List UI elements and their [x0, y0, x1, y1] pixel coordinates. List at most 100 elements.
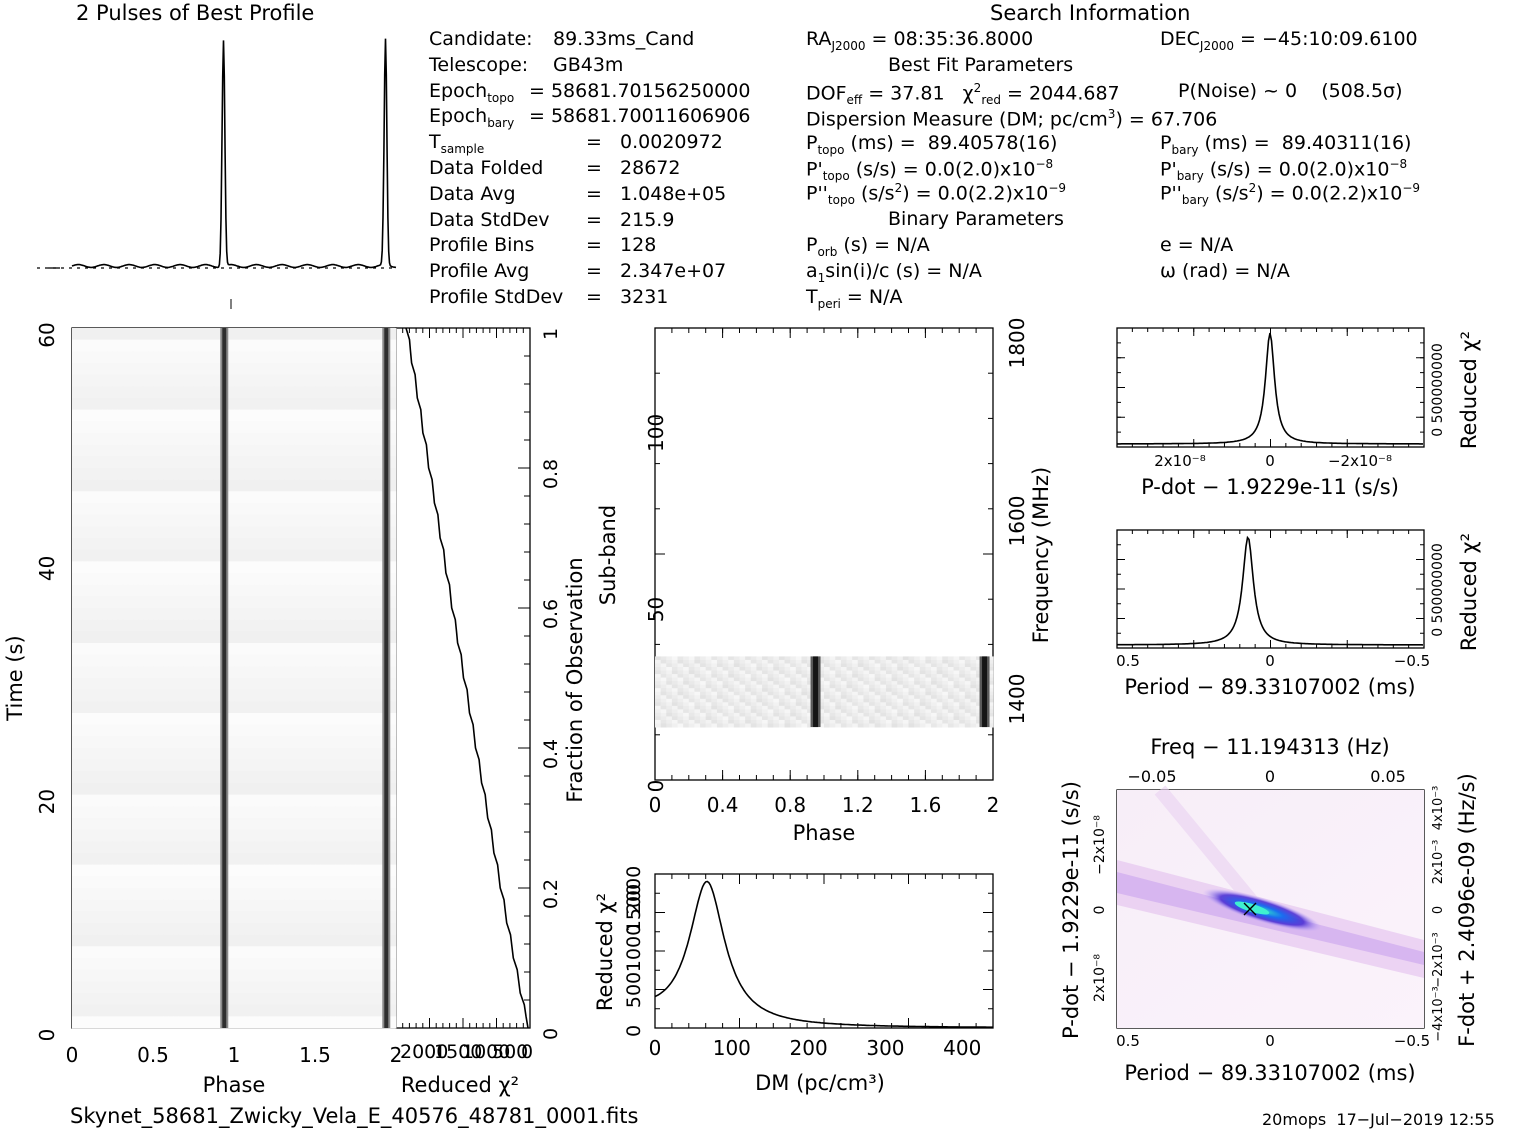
grain-cell — [198, 409, 205, 422]
profile-title: 2 Pulses of Best Profile — [76, 1, 315, 25]
grain-cell — [987, 674, 994, 679]
grain-cell — [188, 736, 194, 749]
grain-cell — [304, 864, 311, 877]
grain-cell — [315, 421, 321, 434]
grain-cell — [203, 351, 210, 364]
grain-cell — [309, 409, 316, 422]
grain-cell — [345, 351, 351, 364]
grain-cell — [239, 806, 245, 819]
grain-cell — [254, 339, 260, 352]
grain-cell — [158, 479, 164, 492]
grain-cell — [309, 608, 316, 621]
grain-cell — [370, 561, 377, 574]
grain-cell — [304, 363, 311, 376]
grain-cell — [87, 689, 93, 702]
grain-cell — [279, 596, 286, 609]
grain-cell — [700, 667, 707, 672]
grain-cell — [330, 748, 336, 761]
grain-cell — [117, 479, 124, 492]
grain-cell — [239, 619, 245, 632]
grain-cell — [269, 328, 275, 341]
grain-cell — [193, 654, 200, 667]
grain-cell — [153, 701, 159, 714]
grain-cell — [158, 981, 164, 994]
grain-cell — [72, 1016, 78, 1029]
grain-cell — [345, 479, 351, 492]
grain-cell — [375, 468, 382, 481]
grain-cell — [767, 677, 774, 682]
grain-cell — [309, 549, 316, 562]
grain-cell — [188, 713, 194, 726]
grain-cell — [137, 689, 144, 702]
grain-cell — [249, 421, 255, 434]
grain-cell — [315, 456, 321, 469]
grain-cell — [213, 771, 220, 784]
grain-cell — [355, 386, 362, 399]
grain-cell — [325, 491, 331, 504]
grain-cell — [330, 479, 336, 492]
grain-cell — [228, 689, 235, 702]
grain-cell — [294, 678, 301, 691]
grain-cell — [355, 969, 362, 982]
grain-cell — [345, 818, 351, 831]
grain-cell — [147, 923, 154, 936]
grain-cell — [309, 969, 316, 982]
grain-cell — [279, 911, 286, 924]
grain-cell — [249, 666, 255, 679]
grain-cell — [102, 841, 108, 854]
grain-cell — [77, 713, 83, 726]
grain-cell — [309, 631, 316, 644]
grain-cell — [213, 689, 220, 702]
grain-cell — [97, 479, 103, 492]
grain-cell — [976, 663, 983, 668]
grain-cell — [107, 853, 113, 866]
grain-cell — [739, 684, 746, 689]
grain-cell — [203, 678, 210, 691]
grain-cell — [178, 409, 184, 422]
grain-cell — [375, 538, 382, 551]
grain-cell — [885, 659, 893, 664]
grain-cell — [153, 526, 159, 539]
grain-cell — [142, 351, 149, 364]
grain-cell — [142, 888, 149, 901]
grain-cell — [299, 666, 306, 679]
grain-cell — [127, 771, 134, 784]
grain-cell — [666, 663, 673, 668]
grain-cell — [320, 561, 326, 574]
grain-cell — [284, 724, 291, 737]
grain-cell — [147, 491, 154, 504]
grain-cell — [72, 748, 78, 761]
grain-cell — [147, 864, 154, 877]
grain-cell — [193, 818, 200, 831]
grain-cell — [77, 514, 83, 527]
grain-cell — [259, 1004, 265, 1017]
grain-cell — [203, 573, 210, 586]
grain-cell — [213, 491, 220, 504]
grain-cell — [72, 713, 78, 726]
grain-cell — [198, 841, 205, 854]
grain-cell — [325, 526, 331, 539]
grain-cell — [163, 958, 169, 971]
grain-cell — [102, 958, 108, 971]
grain-cell — [959, 659, 966, 664]
grain-cell — [87, 993, 93, 1006]
grain-cell — [315, 491, 321, 504]
grain-cell — [153, 864, 159, 877]
grain-cell — [390, 771, 397, 784]
grain-cell — [249, 643, 255, 656]
grain-cell — [239, 853, 245, 866]
grain-cell — [208, 584, 215, 597]
grain-cell — [97, 608, 103, 621]
grain-cell — [269, 864, 275, 877]
grain-cell — [375, 351, 382, 364]
grain-cell — [188, 958, 194, 971]
grain-cell — [132, 339, 139, 352]
grain-cell — [857, 667, 864, 672]
grain-cell — [801, 667, 808, 672]
grain-cell — [269, 456, 275, 469]
grain-cell — [127, 946, 134, 959]
grain-cell — [82, 678, 88, 691]
grain-cell — [188, 561, 194, 574]
grain-cell — [340, 491, 346, 504]
grain-cell — [335, 561, 341, 574]
